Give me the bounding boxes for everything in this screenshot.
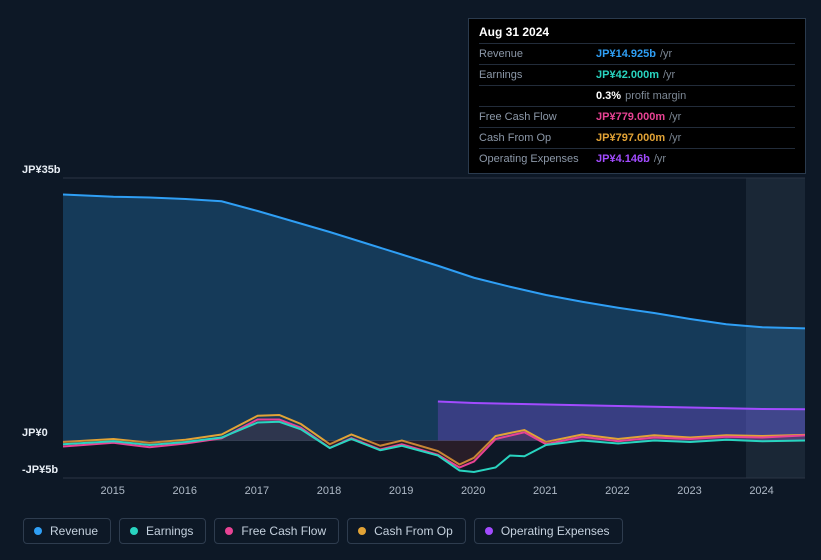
y-axis-label: JP¥35b xyxy=(22,164,61,176)
y-axis-label: JP¥0 xyxy=(22,427,48,439)
legend-item-fcf[interactable]: Free Cash Flow xyxy=(214,518,339,544)
revenue-area xyxy=(63,195,805,441)
tooltip-row: Cash From OpJP¥797.000m/yr xyxy=(479,127,795,148)
tooltip-row-value: 0.3% xyxy=(596,88,621,104)
x-axis-label: 2022 xyxy=(605,485,629,497)
tooltip-row-value: JP¥42.000m xyxy=(596,67,659,83)
tooltip-row-label: Cash From Op xyxy=(479,130,596,146)
legend-item-revenue[interactable]: Revenue xyxy=(23,518,111,544)
tooltip-row-unit: /yr xyxy=(669,130,681,146)
tooltip-row: EarningsJP¥42.000m/yr xyxy=(479,64,795,85)
legend-item-opex[interactable]: Operating Expenses xyxy=(474,518,623,544)
x-axis-label: 2019 xyxy=(389,485,413,497)
x-axis-label: 2023 xyxy=(677,485,701,497)
y-axis-label: -JP¥5b xyxy=(22,464,58,476)
chart-legend: Revenue Earnings Free Cash Flow Cash From O… xyxy=(23,518,623,544)
legend-item-earnings[interactable]: Earnings xyxy=(119,518,206,544)
tooltip-row-value: JP¥4.146b xyxy=(596,151,650,167)
chart-tooltip: Aug 31 2024 RevenueJP¥14.925b/yrEarnings… xyxy=(468,18,806,174)
legend-label: Cash From Op xyxy=(374,524,453,538)
tooltip-row: 0.3%profit margin xyxy=(479,85,795,106)
x-axis-label: 2015 xyxy=(100,485,124,497)
tooltip-row: RevenueJP¥14.925b/yr xyxy=(479,43,795,64)
x-axis-label: 2016 xyxy=(173,485,197,497)
tooltip-row-unit: /yr xyxy=(663,67,675,83)
tooltip-row-label: Operating Expenses xyxy=(479,151,596,167)
legend-label: Revenue xyxy=(50,524,98,538)
x-axis-label: 2021 xyxy=(533,485,557,497)
tooltip-row-value: JP¥797.000m xyxy=(596,130,665,146)
legend-label: Free Cash Flow xyxy=(241,524,326,538)
legend-dot-icon xyxy=(130,527,138,535)
tooltip-date: Aug 31 2024 xyxy=(479,25,795,43)
tooltip-row-label: Earnings xyxy=(479,67,596,83)
tooltip-row-value: JP¥779.000m xyxy=(596,109,665,125)
legend-label: Earnings xyxy=(146,524,193,538)
tooltip-row-label: Free Cash Flow xyxy=(479,109,596,125)
legend-dot-icon xyxy=(358,527,366,535)
tooltip-row-unit: /yr xyxy=(660,46,672,62)
legend-label: Operating Expenses xyxy=(501,524,610,538)
x-axis-label: 2018 xyxy=(317,485,341,497)
legend-dot-icon xyxy=(34,527,42,535)
x-axis-label: 2024 xyxy=(749,485,773,497)
x-axis-label: 2017 xyxy=(245,485,269,497)
legend-dot-icon xyxy=(485,527,493,535)
tooltip-row: Free Cash FlowJP¥779.000m/yr xyxy=(479,106,795,127)
tooltip-row-unit: profit margin xyxy=(625,88,686,104)
x-axis-label: 2020 xyxy=(461,485,485,497)
legend-item-cfo[interactable]: Cash From Op xyxy=(347,518,466,544)
tooltip-row-label: Revenue xyxy=(479,46,596,62)
tooltip-row-value: JP¥14.925b xyxy=(596,46,656,62)
tooltip-row-unit: /yr xyxy=(669,109,681,125)
tooltip-row-label xyxy=(479,88,596,104)
tooltip-row: Operating ExpensesJP¥4.146b/yr xyxy=(479,148,795,169)
tooltip-row-unit: /yr xyxy=(654,151,666,167)
legend-dot-icon xyxy=(225,527,233,535)
